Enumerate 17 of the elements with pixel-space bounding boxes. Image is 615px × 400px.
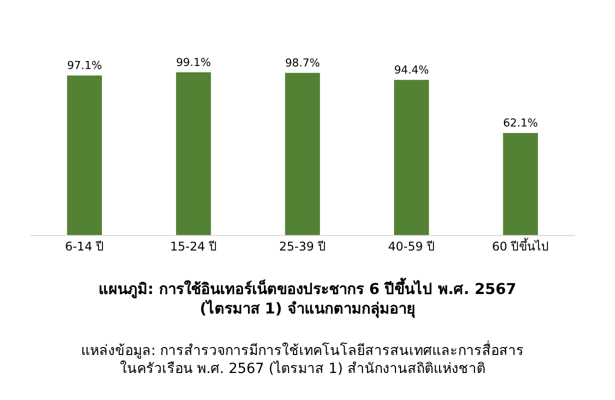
x-tick-label: 60 ปีขึ้นไป — [492, 237, 550, 254]
x-tick-label: 40-59 ปี — [388, 239, 435, 254]
text: แผนภูมิ: การใช้อินเทอร์เน็ตของประชากร 6 ปีขึ้นไป พ.ศ. 2567 (ไตรมาส 1) จำแนกตามกลุ่มอายุ — [98, 277, 516, 318]
bar — [394, 80, 429, 235]
data-label: 97.1% — [67, 59, 102, 72]
data-label: 62.1% — [503, 116, 538, 130]
text: แหล่งข้อมูล: การสำรวจการมีการใช้เทคโนโลยีสารสนเทศและการสื่อสาร ในครัวเรือน พ.ศ. 2567 (ไตรมาส 1) สำนักงานสถิติแห่งชาติ — [81, 341, 524, 378]
data-label: 99.1% — [176, 56, 211, 69]
x-tick-label: 25-39 ปี — [279, 239, 326, 254]
bar — [67, 75, 102, 235]
bar — [503, 132, 538, 235]
bar — [176, 72, 211, 235]
bar — [285, 72, 320, 235]
data-label: 94.4% — [394, 64, 429, 77]
x-tick-label: 15-24 ปี — [170, 239, 217, 254]
x-tick-label: 6-14 ปี — [64, 239, 104, 254]
data-label: 98.7% — [285, 56, 320, 70]
